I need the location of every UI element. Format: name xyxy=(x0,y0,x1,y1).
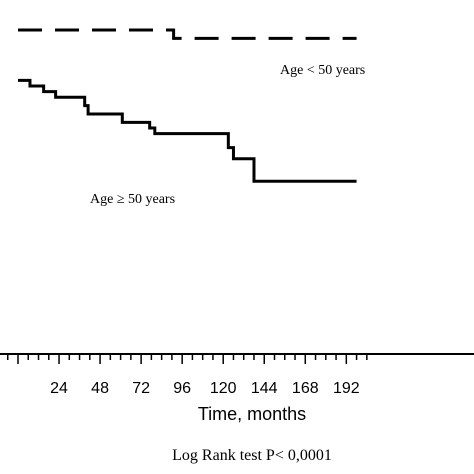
footer-note: Log Rank test P< 0,0001 xyxy=(172,447,332,464)
annotation-age-under-50: Age < 50 years xyxy=(280,63,365,78)
x-tick-label: 24 xyxy=(50,380,68,397)
x-tick-label: 168 xyxy=(292,380,319,397)
x-axis-tick-labels: 24 48 72 96 120 144 168 192 xyxy=(50,380,360,397)
x-tick-label: 120 xyxy=(210,380,237,397)
x-axis-major-ticks xyxy=(17,354,348,364)
survival-curves xyxy=(18,28,357,183)
curve-age-under-50 xyxy=(18,28,357,40)
curve-age-50-plus xyxy=(18,78,357,183)
x-tick-label: 96 xyxy=(173,380,191,397)
x-tick-label: 72 xyxy=(132,380,150,397)
x-tick-label: 144 xyxy=(251,380,278,397)
x-axis-label: Time, months xyxy=(198,404,306,424)
x-tick-label: 48 xyxy=(91,380,109,397)
annotation-age-50-plus: Age ≥ 50 years xyxy=(90,192,175,207)
x-tick-label: 192 xyxy=(333,380,360,397)
